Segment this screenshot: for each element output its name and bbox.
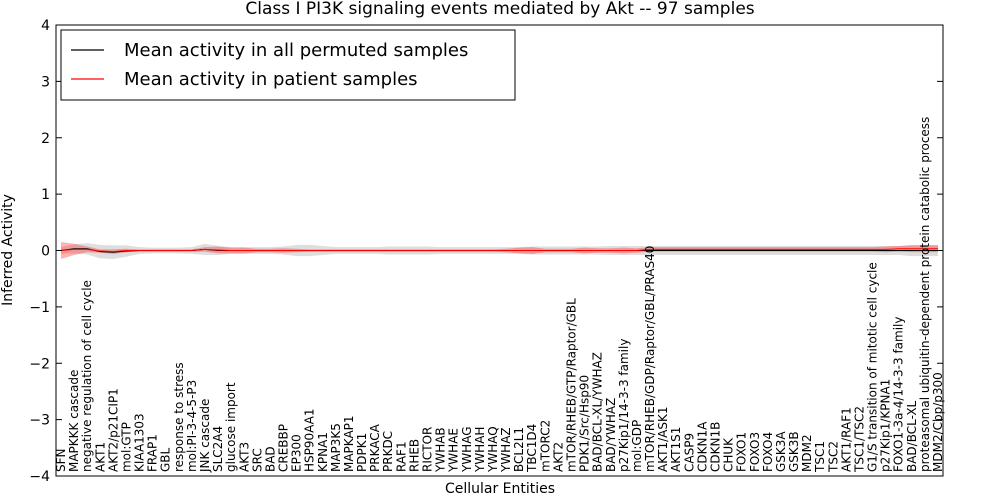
x-category-label: KPNA1 <box>316 432 330 472</box>
x-category-label: YWHAQ <box>486 426 500 473</box>
x-category-label: G1/S transition of mitotic cell cycle <box>866 262 880 472</box>
x-category-label: glucose import <box>224 382 238 472</box>
x-category-label: YWHAH <box>473 427 487 473</box>
x-category-label: YWHAZ <box>499 427 513 473</box>
x-category-label: FOXO1-3a-4/14-3-3 family <box>892 316 906 472</box>
x-category-label: RAF1 <box>394 441 408 472</box>
x-category-label: mTORC2 <box>538 420 552 472</box>
x-axis-label: Cellular Entities <box>445 481 555 497</box>
x-category-label: TSC2 <box>826 441 840 473</box>
y-tick-label: −2 <box>29 356 50 372</box>
x-category-label: negative regulation of cell cycle <box>80 280 94 472</box>
x-category-label: SRC <box>250 448 264 472</box>
chart-title: Class I PI3K signaling events mediated b… <box>245 0 754 19</box>
legend-label-permuted: Mean activity in all permuted samples <box>124 40 468 61</box>
x-category-label: p27Kip1/14-3-3 family <box>617 339 631 472</box>
x-category-label: response to stress <box>172 362 186 472</box>
legend-label-patient: Mean activity in patient samples <box>124 69 418 90</box>
x-category-label: p27Kip1/KPNA1 <box>879 379 893 472</box>
x-category-label: PRKDC <box>381 431 395 472</box>
y-tick-label: 4 <box>41 18 50 34</box>
x-category-label: BAD <box>263 446 277 472</box>
x-category-label: JNK cascade <box>198 399 212 473</box>
plot-frame <box>55 24 944 477</box>
x-category-label: BAD/BCL-XL/YWHAZ <box>591 352 605 472</box>
x-category-label: MAPKAP1 <box>342 415 356 472</box>
x-category-label: GBL <box>159 447 173 472</box>
x-category-label: TSC1 <box>813 441 827 473</box>
x-axis-categories: SFN MAPKKK cascade negative regulation of … <box>54 117 945 473</box>
x-category-label: FOXO1 <box>735 432 749 472</box>
x-category-label: CHUK <box>722 437 736 472</box>
y-axis-label: Inferred Activity <box>0 194 16 306</box>
x-category-label: RICTOR <box>421 427 435 472</box>
x-category-label: mTOR/RHEB/GTP/Raptor/GBL <box>564 298 578 472</box>
band-permuted <box>61 243 938 259</box>
x-category-label: FOXO4 <box>761 432 775 472</box>
x-category-label: MDM2 <box>800 434 814 472</box>
x-category-label: TSC1/TSC2 <box>852 406 866 473</box>
x-category-label: GSK3A <box>774 431 788 472</box>
y-tick-label: 1 <box>41 187 50 203</box>
y-tick-label: 0 <box>41 244 50 260</box>
series-lines <box>60 248 938 253</box>
x-category-label: HSP90AA1 <box>303 408 317 472</box>
x-category-label: CDKN1B <box>708 422 722 472</box>
x-category-label: proteasomal ubiquitin-dependent protein … <box>918 117 932 472</box>
x-category-label: PDPK1 <box>355 433 369 472</box>
x-category-label: SFN <box>54 449 68 473</box>
x-category-label: AKT2/p21CIP1 <box>106 388 120 472</box>
x-category-label: mol:GDP <box>630 420 644 472</box>
x-category-label: BAD/YWHAZ <box>604 398 618 472</box>
y-axis: −4 −3 −2 −1 0 1 2 3 4 <box>29 18 943 485</box>
x-category-label: KIAA1303 <box>133 413 147 472</box>
x-category-label: FRAP1 <box>146 434 160 472</box>
x-category-label: AKT2 <box>551 442 565 472</box>
x-category-label: EP300 <box>290 434 304 472</box>
x-category-label: MAP3K5 <box>329 423 343 472</box>
x-category-label: AKT1/RAF1 <box>839 407 853 472</box>
x-category-label: CREBBP <box>277 424 291 472</box>
y-tick-label: 2 <box>41 131 50 147</box>
x-category-label: mTOR/RHEB/GDP/Raptor/GBL/PRAS40 <box>643 246 657 472</box>
x-category-label: GSK3B <box>787 431 801 472</box>
x-category-label: YWHAG <box>460 426 474 473</box>
x-category-label: mol:GTP <box>119 422 133 472</box>
x-category-label: FOXO3 <box>748 432 762 472</box>
x-category-label: MDM2/Cbp/p300 <box>931 372 945 472</box>
x-category-label: AKT1 <box>93 442 107 472</box>
x-category-label: BAD/BCL-XL <box>905 400 919 472</box>
x-category-label: BCL2L1 <box>512 427 526 472</box>
y-tick-label: 3 <box>41 74 50 90</box>
x-category-label: YWHAE <box>447 428 461 473</box>
y-tick-label: −1 <box>29 300 50 316</box>
x-category-label: AKT3 <box>237 442 251 472</box>
x-category-label: PRKACA <box>368 423 382 472</box>
x-category-label: mol:PI-3-4-5-P3 <box>185 380 199 472</box>
x-category-label: CDKN1A <box>695 421 709 472</box>
legend: Mean activity in all permuted samples Me… <box>60 29 516 101</box>
x-category-label: PDK1/Src/Hsp90 <box>578 375 592 472</box>
x-category-label: RHEB <box>407 439 421 472</box>
line-patient <box>60 248 938 253</box>
y-tick-label: −4 <box>29 469 50 485</box>
y-tick-label: −3 <box>29 413 50 429</box>
x-category-label: AKT1/ASK1 <box>656 407 670 472</box>
x-category-label: YWHAB <box>434 427 448 473</box>
x-category-label: SLC2A4 <box>211 426 225 472</box>
x-category-label: CASP9 <box>682 433 696 472</box>
legend-box <box>60 29 516 101</box>
x-category-label: MAPKKK cascade <box>67 370 81 472</box>
x-category-label: TBC1D4 <box>525 424 539 473</box>
x-category-label: AKT1S1 <box>669 427 683 472</box>
